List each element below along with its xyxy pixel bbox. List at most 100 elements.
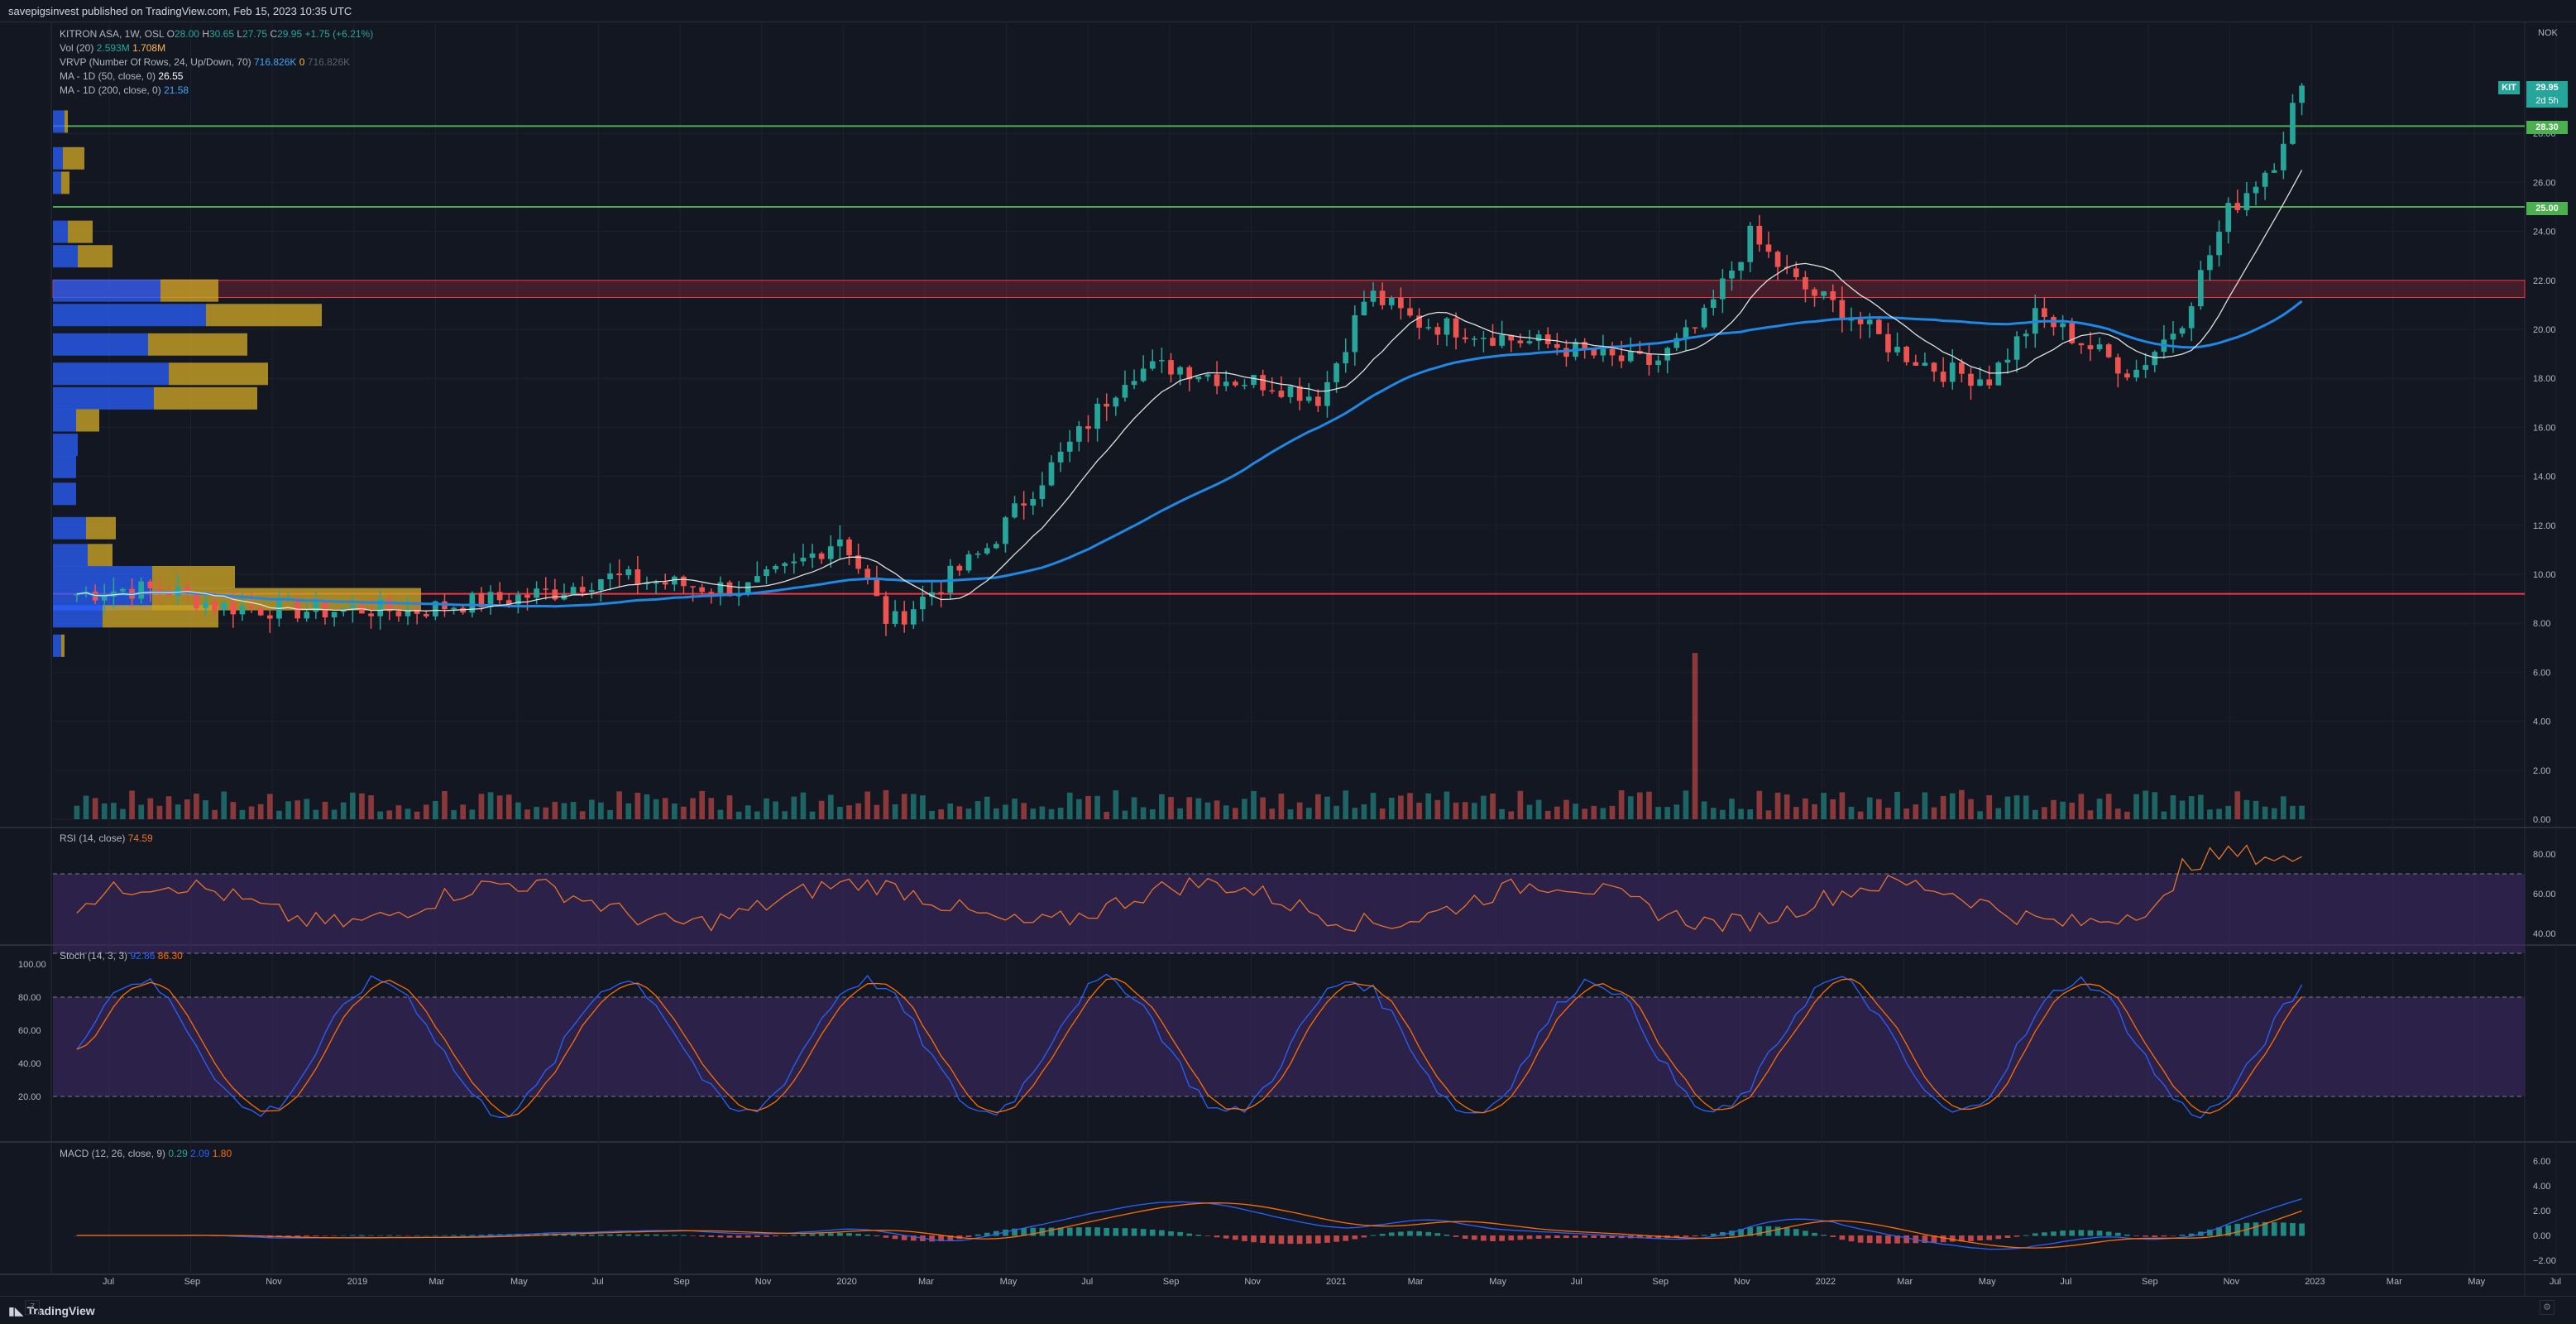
macd-histogram-bar bbox=[2152, 1235, 2158, 1237]
candle-body bbox=[1940, 372, 1946, 382]
vrvp-up-bar bbox=[53, 482, 76, 506]
macd-label: MACD (12, 26, close, 9) bbox=[60, 1148, 166, 1159]
volume-bar bbox=[818, 800, 825, 819]
tradingview-logo[interactable]: ▮◣ TradingView bbox=[8, 1304, 95, 1318]
zoom-reset-button[interactable]: Z bbox=[25, 1300, 40, 1315]
ma50-legend: MA - 1D (50, close, 0) 26.55 bbox=[60, 70, 183, 82]
candle-body bbox=[1673, 338, 1680, 348]
macd-tick-label: 4.00 bbox=[2533, 1182, 2550, 1192]
candle-body bbox=[764, 569, 769, 577]
macd-histogram-bar bbox=[984, 1232, 990, 1236]
candle-body bbox=[203, 602, 208, 608]
time-tick-label: May bbox=[1489, 1277, 1506, 1287]
macd-histogram-bar bbox=[883, 1235, 889, 1238]
candle-body bbox=[2207, 255, 2213, 271]
candle-body bbox=[1747, 225, 1754, 262]
candle-body bbox=[1085, 426, 1091, 429]
volume-bar bbox=[974, 801, 981, 819]
macd-histogram-bar bbox=[294, 1235, 300, 1237]
vrvp-down-bar bbox=[88, 544, 113, 567]
volume-bar bbox=[469, 809, 476, 819]
price-tick-label: 10.00 bbox=[2533, 570, 2556, 580]
macd-histogram-bar bbox=[607, 1234, 613, 1236]
volume-bar bbox=[74, 805, 80, 819]
macd-histogram-bar bbox=[1204, 1235, 1211, 1236]
volume-bar bbox=[1214, 800, 1220, 819]
macd-histogram-bar bbox=[451, 1235, 457, 1236]
macd-histogram-bar bbox=[322, 1235, 328, 1236]
volume-bar bbox=[699, 790, 706, 819]
macd-histogram-bar bbox=[1343, 1235, 1349, 1241]
candle-body bbox=[1370, 290, 1377, 302]
ma50-line bbox=[76, 170, 2303, 612]
macd-histogram-bar bbox=[1324, 1235, 1330, 1243]
volume-bar bbox=[1039, 806, 1046, 819]
candle-body bbox=[1223, 381, 1229, 386]
volume-bar bbox=[2197, 794, 2204, 819]
candle-body bbox=[1600, 348, 1606, 356]
volume-bar bbox=[837, 807, 843, 819]
stoch-d-line bbox=[76, 977, 2303, 1117]
volume-bar bbox=[681, 806, 687, 819]
macd-histogram-bar bbox=[2087, 1230, 2094, 1236]
volume-bar bbox=[764, 798, 769, 819]
volume-bar bbox=[257, 804, 264, 819]
volume-bar bbox=[579, 811, 586, 819]
macd-histogram-bar bbox=[2234, 1223, 2241, 1236]
volume-bar bbox=[1287, 809, 1294, 819]
candle-body bbox=[1416, 315, 1422, 328]
time-tick-label: Mar bbox=[1897, 1277, 1913, 1287]
macd-histogram-bar bbox=[570, 1234, 577, 1236]
volume-bar bbox=[340, 802, 347, 819]
candle-body bbox=[1003, 517, 1008, 544]
volume-bar bbox=[1655, 807, 1661, 819]
candle-body bbox=[1848, 319, 1855, 321]
macd-histogram-bar bbox=[1986, 1235, 1993, 1240]
candle-body bbox=[1012, 503, 1017, 518]
volume-bar bbox=[1223, 805, 1229, 819]
ma200-value: 21.58 bbox=[164, 84, 189, 96]
candle-body bbox=[910, 609, 917, 625]
candle-body bbox=[212, 602, 218, 611]
macd-histogram-bar bbox=[2161, 1235, 2167, 1237]
settings-icon[interactable]: ⚙ bbox=[2540, 1300, 2554, 1315]
brand-name: TradingView bbox=[26, 1304, 95, 1317]
volume-bar bbox=[487, 792, 494, 819]
volume-bar bbox=[1857, 811, 1864, 819]
candle-body bbox=[699, 587, 706, 592]
macd-histogram-bar bbox=[929, 1235, 935, 1242]
candle-body bbox=[496, 592, 503, 601]
volume-bar bbox=[1673, 804, 1680, 819]
candle-body bbox=[248, 606, 255, 608]
vrvp-down-bar bbox=[206, 304, 322, 327]
macd-histogram-bar bbox=[2262, 1221, 2268, 1236]
volume-bar bbox=[248, 806, 255, 819]
macd-histogram-bar bbox=[745, 1235, 751, 1238]
macd-histogram-bar bbox=[1582, 1235, 1587, 1238]
volume-bar bbox=[1940, 795, 1946, 819]
level-mid-tag: 25.00 bbox=[2526, 202, 2568, 215]
volume-bar bbox=[1885, 808, 1891, 819]
macd-histogram-bar bbox=[1113, 1228, 1119, 1236]
macd-histogram-bar bbox=[1499, 1235, 1505, 1241]
volume-bar bbox=[1637, 792, 1643, 819]
macd-histogram-bar bbox=[1995, 1235, 2002, 1240]
stoch-tick-label: 40.00 bbox=[18, 1059, 41, 1069]
macd-histogram-bar bbox=[1425, 1231, 1432, 1236]
macd-histogram-bar bbox=[782, 1235, 788, 1236]
candle-body bbox=[1305, 396, 1312, 401]
macd-histogram-bar bbox=[1875, 1235, 1882, 1244]
currency-label: NOK bbox=[2538, 28, 2558, 38]
volume-bar bbox=[2133, 794, 2139, 819]
candle-body bbox=[745, 582, 751, 594]
candle-body bbox=[1204, 374, 1211, 377]
candle-body bbox=[1159, 360, 1165, 362]
macd-histogram-bar bbox=[2032, 1233, 2038, 1236]
candle-body bbox=[1434, 327, 1441, 335]
candle-body bbox=[2152, 352, 2158, 366]
volume-bar bbox=[1949, 793, 1956, 819]
candle-body bbox=[1343, 352, 1349, 364]
vrvp-up-bar bbox=[53, 605, 103, 628]
candle-body bbox=[1444, 318, 1450, 335]
